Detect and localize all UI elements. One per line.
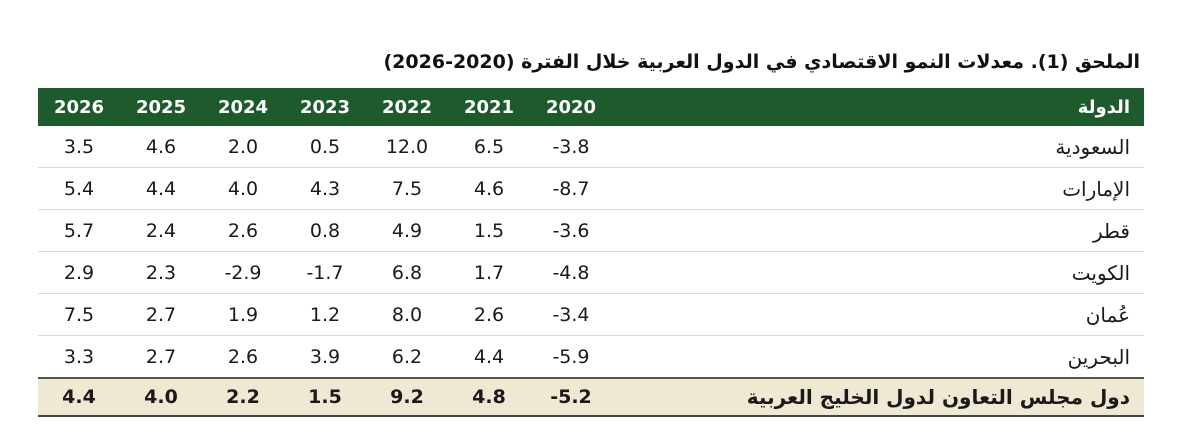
header-year-2024: 2024 — [217, 96, 269, 118]
header-year-2025: 2025 — [135, 96, 187, 118]
table-row: 3.3 2.7 2.6 3.9 6.2 4.4 -5.9 البحرين — [38, 335, 1144, 379]
cell-value: 4.3 — [284, 167, 366, 210]
cell-value: 1.5 — [448, 209, 530, 252]
cell-value: 2.7 — [120, 293, 202, 336]
cell-value: 6.2 — [366, 335, 448, 379]
header-year-2020: 2020 — [545, 96, 597, 118]
cell-value: 4.6 — [448, 167, 530, 210]
header-row: 2026 2025 2024 2023 2022 2021 2020 الدول… — [38, 88, 1144, 126]
cell-value: 8.0 — [366, 293, 448, 336]
cell-value: -2.9 — [202, 251, 284, 294]
cell-value: 4.6 — [120, 126, 202, 168]
cell-value: -3.8 — [530, 126, 612, 168]
cell-value: -3.6 — [530, 209, 612, 252]
cell-value: 2.9 — [38, 251, 120, 294]
cell-value: 4.0 — [202, 167, 284, 210]
total-value: 9.2 — [366, 378, 448, 417]
cell-value: 2.6 — [202, 209, 284, 252]
cell-value: 3.9 — [284, 335, 366, 379]
cell-value: 1.2 — [284, 293, 366, 336]
cell-value: 1.9 — [202, 293, 284, 336]
cell-country: البحرين — [612, 335, 1144, 379]
header-year-2022: 2022 — [381, 96, 433, 118]
cell-value: 7.5 — [366, 167, 448, 210]
cell-value: 4.9 — [366, 209, 448, 252]
table-title: الملحق (1). معدلات النمو الاقتصادي في ال… — [383, 51, 1140, 73]
header-year-2023: 2023 — [299, 96, 351, 118]
cell-value: 6.8 — [366, 251, 448, 294]
table-row: 5.7 2.4 2.6 0.8 4.9 1.5 -3.6 قطر — [38, 209, 1144, 252]
cell-value: 0.5 — [284, 126, 366, 168]
cell-country: الكويت — [612, 251, 1144, 294]
cell-value: 12.0 — [366, 126, 448, 168]
total-value: 4.8 — [448, 378, 530, 417]
header-country: الدولة — [1077, 96, 1130, 118]
table-row: 7.5 2.7 1.9 1.2 8.0 2.6 -3.4 عُمان — [38, 293, 1144, 336]
total-country: دول مجلس التعاون لدول الخليج العربية — [612, 378, 1144, 417]
total-value: -5.2 — [530, 378, 612, 417]
cell-value: 3.3 — [38, 335, 120, 379]
cell-value: -5.9 — [530, 335, 612, 379]
cell-country: السعودية — [612, 126, 1144, 168]
cell-value: 5.7 — [38, 209, 120, 252]
cell-value: -8.7 — [530, 167, 612, 210]
cell-value: 2.6 — [448, 293, 530, 336]
total-row: 4.4 4.0 2.2 1.5 9.2 4.8 -5.2 دول مجلس ال… — [38, 378, 1144, 417]
cell-value: 2.6 — [202, 335, 284, 379]
cell-value: 3.5 — [38, 126, 120, 168]
cell-country: قطر — [612, 209, 1144, 252]
cell-value: -4.8 — [530, 251, 612, 294]
cell-value: 2.3 — [120, 251, 202, 294]
header-year-2021: 2021 — [463, 96, 515, 118]
cell-value: -1.7 — [284, 251, 366, 294]
cell-value: 7.5 — [38, 293, 120, 336]
growth-table-container: الملحق (1). معدلات النمو الاقتصادي في ال… — [38, 48, 1144, 417]
cell-value: 6.5 — [448, 126, 530, 168]
table-row: 2.9 2.3 -2.9 -1.7 6.8 1.7 -4.8 الكويت — [38, 251, 1144, 294]
table-row: 5.4 4.4 4.0 4.3 7.5 4.6 -8.7 الإمارات — [38, 167, 1144, 210]
cell-value: -3.4 — [530, 293, 612, 336]
table-row: 3.5 4.6 2.0 0.5 12.0 6.5 -3.8 السعودية — [38, 126, 1144, 168]
cell-value: 4.4 — [448, 335, 530, 379]
total-value: 4.0 — [120, 378, 202, 417]
cell-value: 0.8 — [284, 209, 366, 252]
cell-value: 2.7 — [120, 335, 202, 379]
cell-value: 2.4 — [120, 209, 202, 252]
cell-value: 5.4 — [38, 167, 120, 210]
total-value: 2.2 — [202, 378, 284, 417]
growth-rates-table: 2026 2025 2024 2023 2022 2021 2020 الدول… — [38, 88, 1144, 417]
cell-country: عُمان — [612, 293, 1144, 336]
cell-country: الإمارات — [612, 167, 1144, 210]
cell-value: 1.7 — [448, 251, 530, 294]
cell-value: 4.4 — [120, 167, 202, 210]
total-value: 1.5 — [284, 378, 366, 417]
header-year-2026: 2026 — [53, 96, 105, 118]
total-value: 4.4 — [38, 378, 120, 417]
cell-value: 2.0 — [202, 126, 284, 168]
